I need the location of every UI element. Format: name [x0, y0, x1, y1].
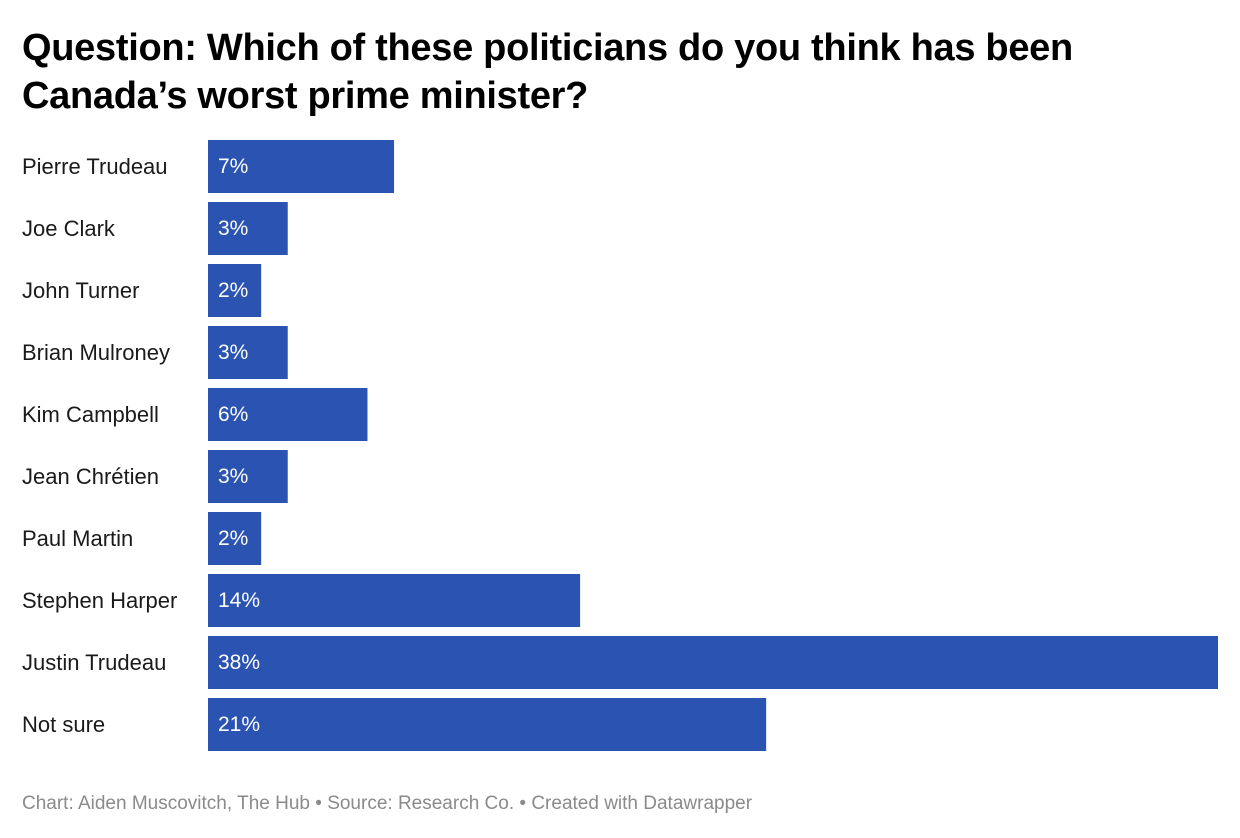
category-label: Not sure [22, 712, 105, 737]
category-label: Justin Trudeau [22, 650, 166, 675]
bar-value-label: 14% [218, 589, 260, 612]
category-label: Paul Martin [22, 526, 133, 551]
bar-value-label: 6% [218, 403, 248, 426]
chart-footer: Chart: Aiden Muscovitch, The Hub • Sourc… [22, 792, 752, 816]
bar [208, 140, 395, 193]
footer-tool: Created with Datawrapper [531, 793, 753, 814]
bar [208, 202, 288, 255]
bar-value-label: 2% [218, 527, 248, 550]
category-label: Brian Mulroney [22, 340, 170, 365]
category-label: Pierre Trudeau [22, 154, 168, 179]
bar-value-label: 21% [218, 713, 260, 736]
footer-separator: • [315, 793, 322, 814]
category-label: Joe Clark [22, 216, 116, 241]
bar [208, 450, 288, 503]
bar-value-label: 38% [218, 651, 260, 674]
bar [208, 326, 288, 379]
bar-value-label: 3% [218, 465, 248, 488]
bar [208, 264, 262, 317]
category-label: Jean Chrétien [22, 464, 159, 489]
bar-value-label: 3% [218, 217, 248, 240]
chart-title: Question: Which of these politicians do … [22, 27, 1073, 117]
footer-source: Source: Research Co. [327, 793, 515, 814]
bar [208, 698, 767, 751]
category-label: John Turner [22, 278, 139, 303]
bar [208, 388, 368, 441]
bar-value-label: 3% [218, 341, 248, 364]
footer-separator: • [519, 793, 527, 814]
bar-value-label: 7% [218, 155, 248, 178]
bar [208, 512, 262, 565]
bar [208, 574, 581, 627]
category-label: Kim Campbell [22, 402, 159, 427]
footer-credit: Chart: Aiden Muscovitch, The Hub [22, 793, 310, 814]
category-label: Stephen Harper [22, 588, 177, 613]
bar-value-label: 2% [218, 279, 248, 302]
bar [208, 636, 1218, 689]
